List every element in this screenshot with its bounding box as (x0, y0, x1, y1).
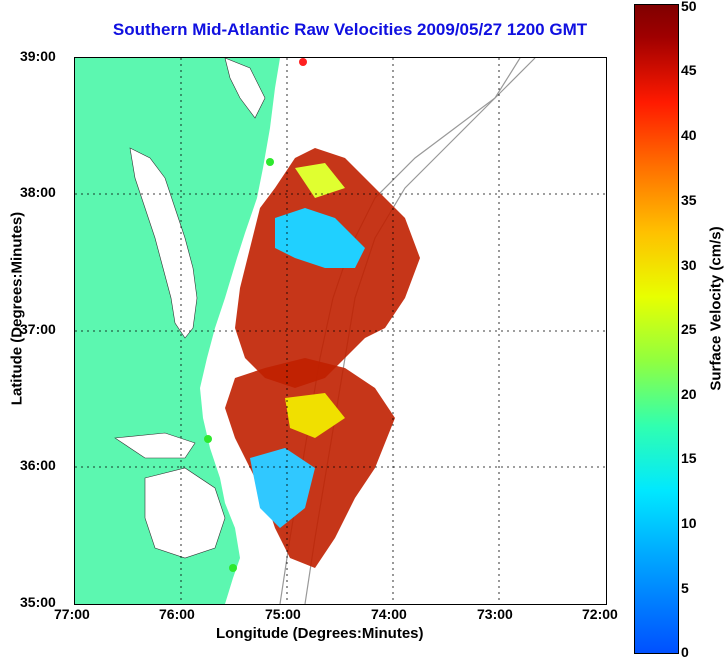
colorbar-tick: 10 (681, 515, 697, 531)
colorbar-tick: 15 (681, 450, 697, 466)
colorbar-tick: 30 (681, 257, 697, 273)
map-title: Southern Mid-Atlantic Raw Velocities 200… (60, 20, 640, 40)
colorbar-tick: 45 (681, 62, 697, 78)
velocity-field-south (225, 358, 395, 568)
x-tick: 74:00 (371, 606, 407, 622)
y-tick: 36:00 (20, 457, 56, 473)
x-axis-title: Longitude (Degrees:Minutes) (216, 625, 424, 642)
station-marker (299, 58, 307, 66)
station-marker (229, 564, 237, 572)
colorbar-tick: 5 (681, 580, 689, 596)
x-tick: 72:00 (582, 606, 618, 622)
map-svg (75, 58, 606, 604)
station-marker (204, 435, 212, 443)
colorbar-tick: 35 (681, 192, 697, 208)
station-marker (266, 158, 274, 166)
x-tick: 77:00 (54, 606, 90, 622)
colorbar-title: Surface Velocity (cm/s) (708, 209, 724, 409)
colorbar-tick: 25 (681, 321, 697, 337)
velocity-map (74, 57, 607, 605)
colorbar (634, 4, 679, 654)
colorbar-tick: 50 (681, 0, 697, 14)
colorbar-tick: 0 (681, 644, 689, 660)
y-tick: 39:00 (20, 48, 56, 64)
colorbar-tick: 40 (681, 127, 697, 143)
colorbar-tick: 20 (681, 386, 697, 402)
x-tick: 75:00 (265, 606, 301, 622)
x-tick: 76:00 (159, 606, 195, 622)
y-tick: 35:00 (20, 594, 56, 610)
y-axis-title: Latitude (Degrees:Minutes) (9, 194, 26, 424)
x-tick: 73:00 (477, 606, 513, 622)
